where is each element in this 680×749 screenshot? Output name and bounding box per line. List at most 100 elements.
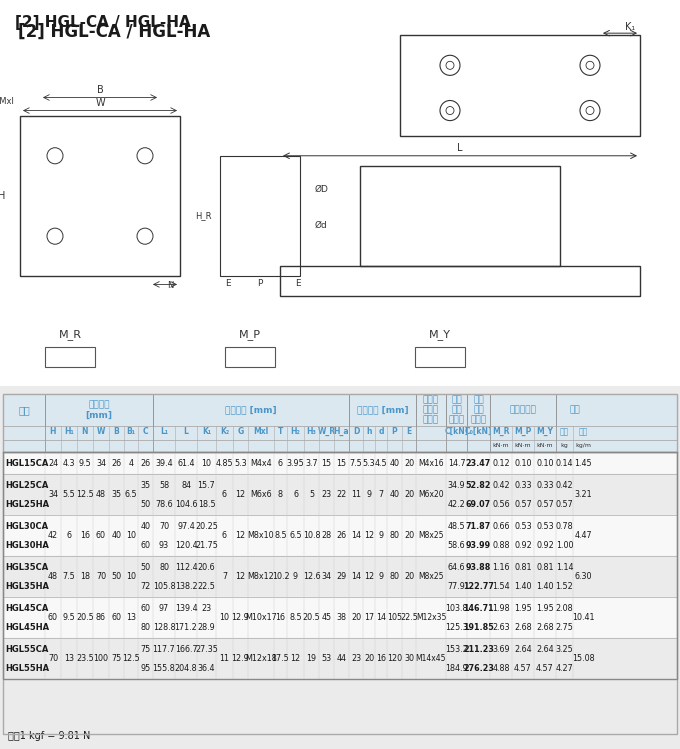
Text: 48.5: 48.5 <box>447 522 465 531</box>
Text: 23: 23 <box>351 655 361 664</box>
Text: HGL45HA: HGL45HA <box>5 622 49 631</box>
Text: 4.88: 4.88 <box>492 664 510 673</box>
Text: P: P <box>392 427 397 436</box>
Text: M_R: M_R <box>492 427 510 437</box>
Text: kN·m: kN·m <box>537 443 554 449</box>
Text: 6: 6 <box>278 458 283 467</box>
Text: 2.08: 2.08 <box>556 604 573 613</box>
Text: 1.14: 1.14 <box>556 563 573 572</box>
Text: 组件尺寸
[mm]: 组件尺寸 [mm] <box>86 400 112 419</box>
Text: 23.5: 23.5 <box>76 655 94 664</box>
Text: 0.78: 0.78 <box>556 522 573 531</box>
Text: 20: 20 <box>364 655 374 664</box>
Text: 20.25: 20.25 <box>195 522 218 531</box>
Text: K₁: K₁ <box>202 427 211 436</box>
Text: [2] HGL-CA / HGL-HA: [2] HGL-CA / HGL-HA <box>18 23 210 41</box>
Text: 1.40: 1.40 <box>537 582 554 591</box>
Text: 16: 16 <box>376 655 386 664</box>
Text: 23.47: 23.47 <box>466 458 491 467</box>
Text: 276.23: 276.23 <box>463 664 494 673</box>
Text: M8x25: M8x25 <box>418 572 444 581</box>
Text: M_P: M_P <box>514 427 532 437</box>
Text: P: P <box>257 279 262 288</box>
Text: 105.8: 105.8 <box>153 582 175 591</box>
Text: 10.41: 10.41 <box>572 613 594 622</box>
Text: E: E <box>295 279 301 288</box>
Bar <box>20 115 180 276</box>
Text: 导轨尺寸 [mm]: 导轨尺寸 [mm] <box>357 405 408 414</box>
Text: 60: 60 <box>48 613 58 622</box>
Text: 36.4: 36.4 <box>198 664 216 673</box>
Text: 14.7: 14.7 <box>447 458 465 467</box>
Text: 14: 14 <box>376 613 386 622</box>
Text: 78.6: 78.6 <box>155 500 173 509</box>
Text: H₁: H₁ <box>64 427 74 436</box>
Text: 0.42: 0.42 <box>556 481 573 490</box>
Text: 42.2: 42.2 <box>447 500 465 509</box>
Text: 105: 105 <box>387 613 402 622</box>
Bar <box>415 347 465 367</box>
Text: M6x6: M6x6 <box>250 491 272 500</box>
Text: 26: 26 <box>141 458 150 467</box>
Text: 12: 12 <box>235 572 245 581</box>
Text: 103.8: 103.8 <box>445 604 468 613</box>
Text: 0.57: 0.57 <box>536 500 554 509</box>
Text: 1.54: 1.54 <box>492 582 510 591</box>
Text: 20: 20 <box>404 572 414 581</box>
Text: 34: 34 <box>322 572 332 581</box>
Text: 9.5: 9.5 <box>79 458 91 467</box>
Text: 5.5: 5.5 <box>63 491 75 500</box>
Text: E: E <box>407 427 411 436</box>
Text: 18: 18 <box>80 572 90 581</box>
Text: HGL15CA: HGL15CA <box>5 458 48 467</box>
Text: 0.57: 0.57 <box>514 500 532 509</box>
Text: 6: 6 <box>222 531 227 540</box>
Text: 146.71: 146.71 <box>463 604 494 613</box>
Text: 3.25: 3.25 <box>556 645 573 654</box>
Text: HGL25HA: HGL25HA <box>5 500 49 509</box>
Text: 39.4: 39.4 <box>155 458 173 467</box>
Text: 导轨的
固定螺
栓尺寸: 导轨的 固定螺 栓尺寸 <box>423 395 439 425</box>
Text: HGL55HA: HGL55HA <box>5 664 49 673</box>
Text: 1.52: 1.52 <box>556 582 573 591</box>
Text: 4-Mxl: 4-Mxl <box>0 97 15 106</box>
Text: 52.82: 52.82 <box>466 481 491 490</box>
Text: 20: 20 <box>351 613 361 622</box>
Text: 0.53: 0.53 <box>514 522 532 531</box>
Text: 12.5: 12.5 <box>122 655 140 664</box>
Text: 22.5: 22.5 <box>400 613 418 622</box>
Text: HGL30HA: HGL30HA <box>5 541 49 550</box>
Text: HGL45CA: HGL45CA <box>5 604 48 613</box>
Text: C: C <box>143 427 148 436</box>
Text: 58: 58 <box>159 481 169 490</box>
Text: H₂: H₂ <box>290 427 301 436</box>
Text: 128.8: 128.8 <box>153 622 175 631</box>
Text: B: B <box>97 85 103 95</box>
Text: W: W <box>97 427 105 436</box>
Text: 4.47: 4.47 <box>574 531 592 540</box>
Text: 45: 45 <box>322 613 332 622</box>
Text: 2.68: 2.68 <box>514 622 532 631</box>
Text: ØD: ØD <box>315 185 329 194</box>
Bar <box>3 515 677 557</box>
Text: 211.23: 211.23 <box>463 645 494 654</box>
Text: 6.5: 6.5 <box>124 491 137 500</box>
Text: B: B <box>114 427 120 436</box>
Text: M_R: M_R <box>58 329 82 339</box>
Text: 0.92: 0.92 <box>536 541 554 550</box>
Text: 7.5: 7.5 <box>350 458 362 467</box>
Text: N: N <box>82 427 88 436</box>
Text: 138.2: 138.2 <box>175 582 197 591</box>
Bar <box>3 557 677 598</box>
Text: 0.12: 0.12 <box>492 458 510 467</box>
Bar <box>3 452 677 474</box>
Text: 10.2: 10.2 <box>272 572 289 581</box>
Text: 10: 10 <box>220 613 230 622</box>
Text: N: N <box>167 282 173 291</box>
Bar <box>360 166 560 267</box>
Text: 50: 50 <box>112 572 122 581</box>
Text: H: H <box>50 427 56 436</box>
Text: 8: 8 <box>278 491 283 500</box>
Text: 0.81: 0.81 <box>514 563 532 572</box>
Text: M_Y: M_Y <box>537 427 554 437</box>
